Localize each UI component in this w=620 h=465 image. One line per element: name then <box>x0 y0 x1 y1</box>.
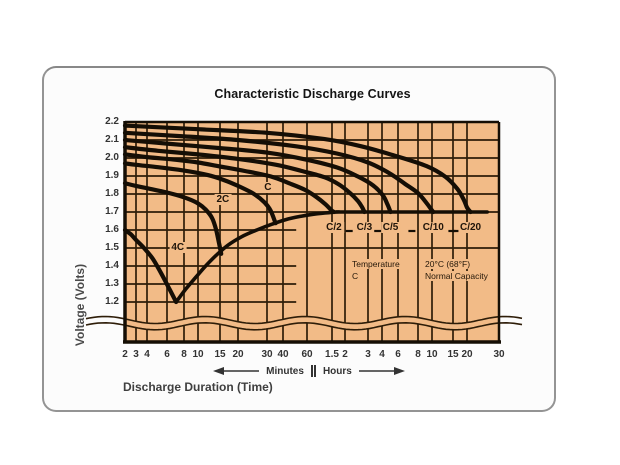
chart-title: Characteristic Discharge Curves <box>214 87 411 101</box>
chart-card <box>42 66 556 412</box>
